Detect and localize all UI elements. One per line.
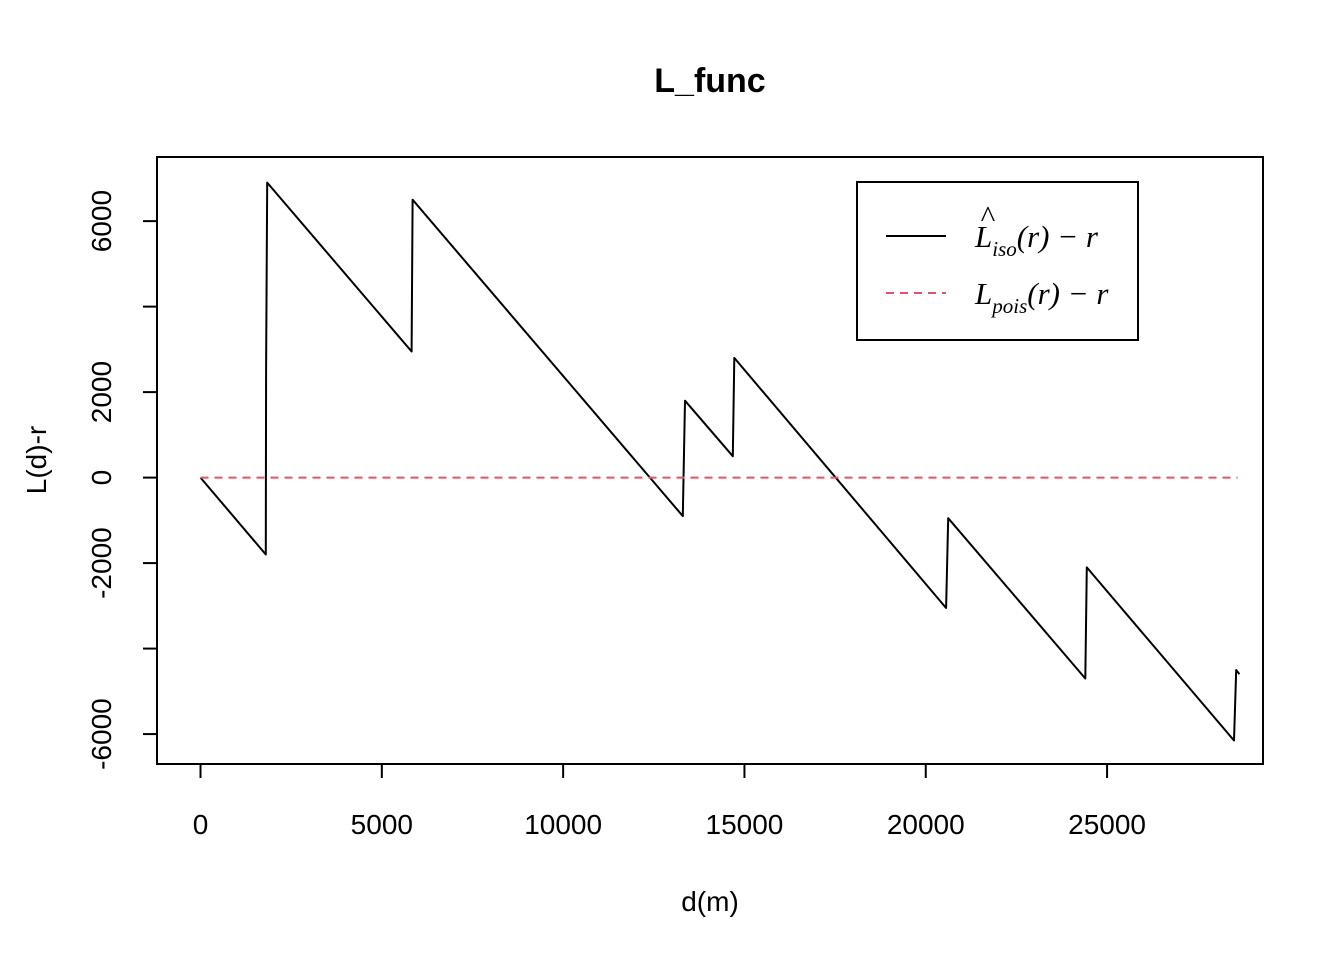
legend-hat-0: ^ [980, 199, 995, 234]
y-axis: -6000 -2000 0 2000 6000 [86, 190, 158, 770]
series-line-0 [199, 181, 1241, 742]
y-tick-label: -6000 [86, 698, 117, 770]
x-tick-label: 15000 [706, 809, 784, 840]
legend: Liso(r) − r^ Lpois(r) − r [856, 181, 1139, 341]
y-tick-label: 0 [86, 470, 117, 486]
y-tick-label: -2000 [86, 527, 117, 599]
x-axis-label: d(m) [681, 886, 739, 917]
x-tick-label: 10000 [524, 809, 602, 840]
x-tick-label: 0 [193, 809, 209, 840]
series-layer [199, 181, 1241, 742]
legend-label-0: Liso(r) − r [974, 219, 1099, 261]
chart-title: L_func [654, 62, 765, 100]
y-tick-label: 6000 [86, 190, 117, 252]
y-tick-label: 2000 [86, 361, 117, 423]
x-tick-label: 20000 [887, 809, 965, 840]
x-axis: 0 5000 10000 15000 20000 25000 [193, 763, 1146, 840]
x-tick-label: 25000 [1068, 809, 1146, 840]
x-tick-label: 5000 [351, 809, 413, 840]
legend-box [856, 181, 1139, 341]
y-axis-label: L(d)-r [21, 426, 52, 494]
legend-label-1: Lpois(r) − r [974, 276, 1109, 318]
